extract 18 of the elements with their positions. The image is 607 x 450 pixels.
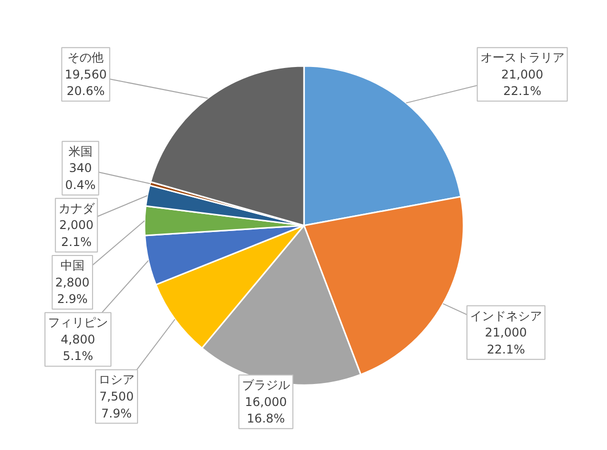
slice-label: カナダ [58,201,96,216]
slice-label: その他 [68,50,104,65]
data-label: 4,800 5.1% [60,332,96,364]
slice-label: ロシア [98,372,135,387]
data-label: 2,000 2.1% [59,218,94,250]
data-label: 19,560 20.6% [64,67,107,98]
slice-label: インドネシア [470,308,542,323]
slice-label: オーストラリア [480,50,564,65]
slice-label: ブラジル [242,378,290,392]
slice-label: フィリピン [48,316,108,330]
data-label: 7,500 7.9% [99,390,134,420]
slice-label: 米国 [68,144,92,158]
data-label: 21,000 22.1% [484,326,527,356]
data-label: 340 0.4% [65,161,96,192]
data-label: 2,800 2.9% [55,275,90,306]
data-label: 21,000 22.1% [501,67,544,98]
data-label: 16,000 16.8% [244,394,287,426]
slice-label: 中国 [60,258,84,273]
